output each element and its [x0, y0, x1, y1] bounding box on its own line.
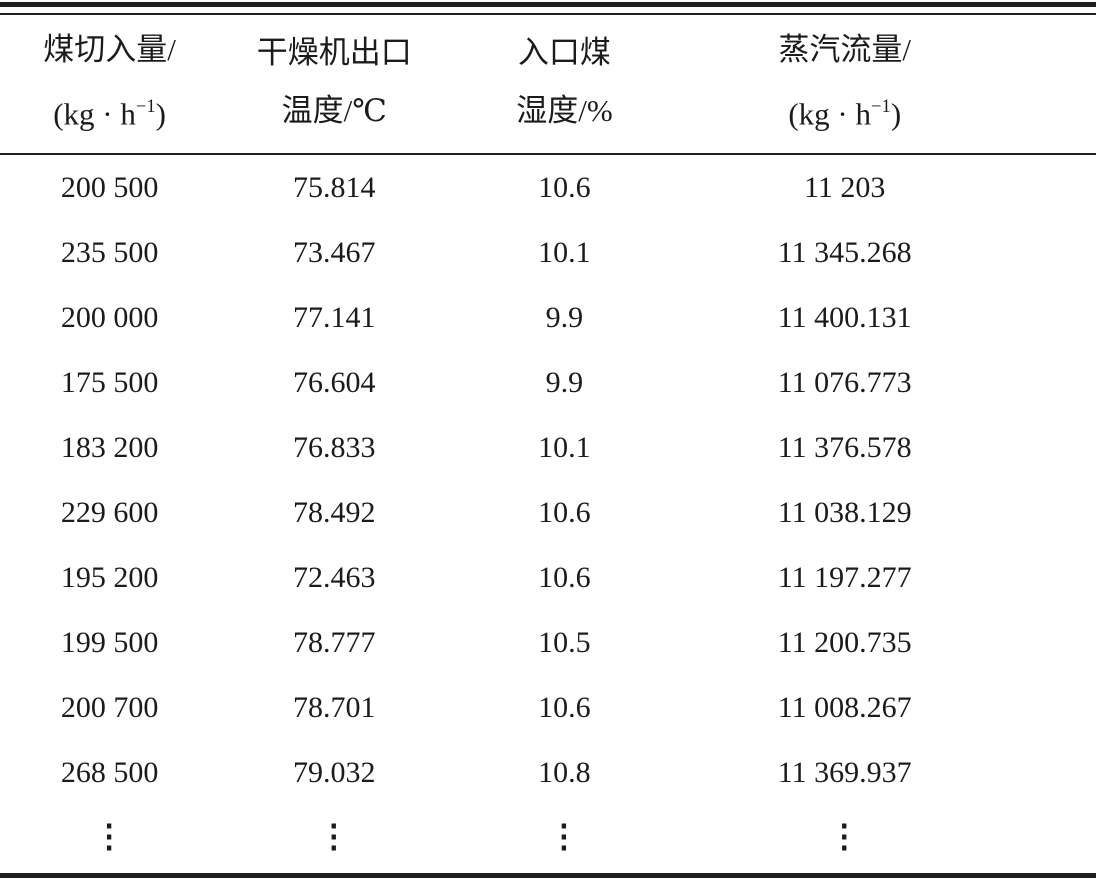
unit-prefix: (kg · h	[788, 96, 872, 132]
data-cell: 11 008.267	[777, 690, 912, 724]
data-cell: 10.5	[538, 625, 591, 659]
data-cell: 9.9	[545, 300, 584, 334]
table-row: 268 500 79.032 10.8 11 369.937	[0, 740, 1096, 805]
table-row: 200 500 75.814 10.6 11 203	[0, 154, 1096, 220]
table-row: 235 500 73.467 10.1 11 345.268	[0, 220, 1096, 285]
data-cell: 72.463	[293, 560, 376, 594]
data-cell: 76.604	[293, 365, 376, 399]
data-cell: 11 197.277	[777, 560, 912, 594]
data-cell: 11 200.735	[777, 625, 912, 659]
table-row: 195 200 72.463 10.6 11 197.277	[0, 545, 1096, 610]
data-cell: 79.032	[293, 755, 376, 789]
data-cell: 199 500	[60, 625, 159, 659]
data-cell: 77.141	[293, 300, 376, 334]
ellipsis-row: ⋮ ⋮ ⋮ ⋮	[0, 805, 1096, 867]
data-cell: 11 400.131	[777, 300, 912, 334]
data-cell: 10.6	[538, 560, 591, 594]
table-row: 199 500 78.777 10.5 11 200.735	[0, 610, 1096, 675]
col-header-coal-cut-input: 煤切入量/ (kg · h−1)	[0, 15, 220, 156]
table-body: 200 500 75.814 10.6 11 203 235 500 73.46…	[0, 154, 1096, 867]
data-cell: 10.6	[538, 170, 591, 204]
data-cell: 200 500	[60, 170, 159, 204]
data-cell: 183 200	[60, 430, 159, 464]
data-cell: 175 500	[60, 365, 159, 399]
header-unit: (kg · h−1)	[680, 79, 1011, 143]
top-thick-rule	[0, 2, 1096, 7]
ellipsis-cell: ⋮	[317, 818, 351, 855]
data-cell: 11 076.773	[777, 365, 912, 399]
data-cell: 200 700	[60, 690, 159, 724]
data-cell: 10.8	[538, 755, 591, 789]
data-cell: 200 000	[60, 300, 159, 334]
data-cell: 229 600	[60, 495, 159, 529]
col-header-steam-flow: 蒸汽流量/ (kg · h−1)	[679, 15, 1096, 156]
data-cell: 76.833	[293, 430, 376, 464]
ellipsis-cell: ⋮	[93, 818, 127, 855]
data-cell: 78.777	[293, 625, 376, 659]
header-row: 煤切入量/ (kg · h−1) 干燥机出口 温度/℃ 入口煤 湿度/% 蒸汽流…	[0, 15, 1096, 156]
data-cell: 73.467	[293, 235, 376, 269]
data-cell: 75.814	[293, 170, 376, 204]
table-row: 200 700 78.701 10.6 11 008.267	[0, 675, 1096, 740]
data-cell: 11 345.268	[777, 235, 912, 269]
header-unit: (kg · h−1)	[0, 79, 219, 143]
data-cell: 10.6	[538, 495, 591, 529]
data-cell: 11 376.578	[777, 430, 912, 464]
table-row: 229 600 78.492 10.6 11 038.129	[0, 480, 1096, 545]
unit-superscript: −1	[135, 96, 156, 118]
header-unit: 温度/℃	[281, 93, 387, 129]
table-header: 煤切入量/ (kg · h−1) 干燥机出口 温度/℃ 入口煤 湿度/% 蒸汽流…	[0, 15, 1096, 156]
data-cell: 78.492	[293, 495, 376, 529]
data-cell: 268 500	[60, 755, 159, 789]
header-title: 干燥机出口	[256, 35, 412, 71]
table-row: 200 000 77.141 9.9 11 400.131	[0, 285, 1096, 350]
data-cell: 9.9	[545, 365, 584, 399]
data-cell: 11 038.129	[777, 495, 912, 529]
top-thin-rule	[0, 13, 1096, 15]
unit-suffix: )	[155, 96, 166, 132]
data-cell: 235 500	[60, 235, 159, 269]
header-title: 入口煤	[517, 35, 611, 71]
data-cell: 78.701	[293, 690, 376, 724]
bottom-thick-rule	[0, 873, 1096, 879]
header-title: 煤切入量/	[43, 32, 176, 67]
data-table: 煤切入量/ (kg · h−1) 干燥机出口 温度/℃ 入口煤 湿度/% 蒸汽流…	[0, 15, 1096, 867]
data-cell: 11 203	[804, 170, 886, 204]
data-cell: 195 200	[60, 560, 159, 594]
ellipsis-cell: ⋮	[828, 818, 862, 855]
table-row: 183 200 76.833 10.1 11 376.578	[0, 415, 1096, 480]
data-cell: 11 369.937	[777, 755, 912, 789]
col-header-inlet-coal-moisture: 入口煤 湿度/%	[449, 15, 680, 156]
col-header-dryer-outlet-temperature: 干燥机出口 温度/℃	[219, 15, 450, 156]
data-cell: 10.1	[538, 235, 591, 269]
unit-superscript: −1	[871, 96, 891, 118]
header-unit: 湿度/%	[516, 93, 613, 129]
unit-prefix: (kg · h	[53, 96, 136, 132]
data-cell: 10.1	[538, 430, 591, 464]
ellipsis-cell: ⋮	[547, 818, 581, 855]
unit-suffix: )	[890, 96, 902, 132]
data-cell: 10.6	[538, 690, 591, 724]
table-row: 175 500 76.604 9.9 11 076.773	[0, 350, 1096, 415]
header-title: 蒸汽流量/	[778, 32, 912, 67]
